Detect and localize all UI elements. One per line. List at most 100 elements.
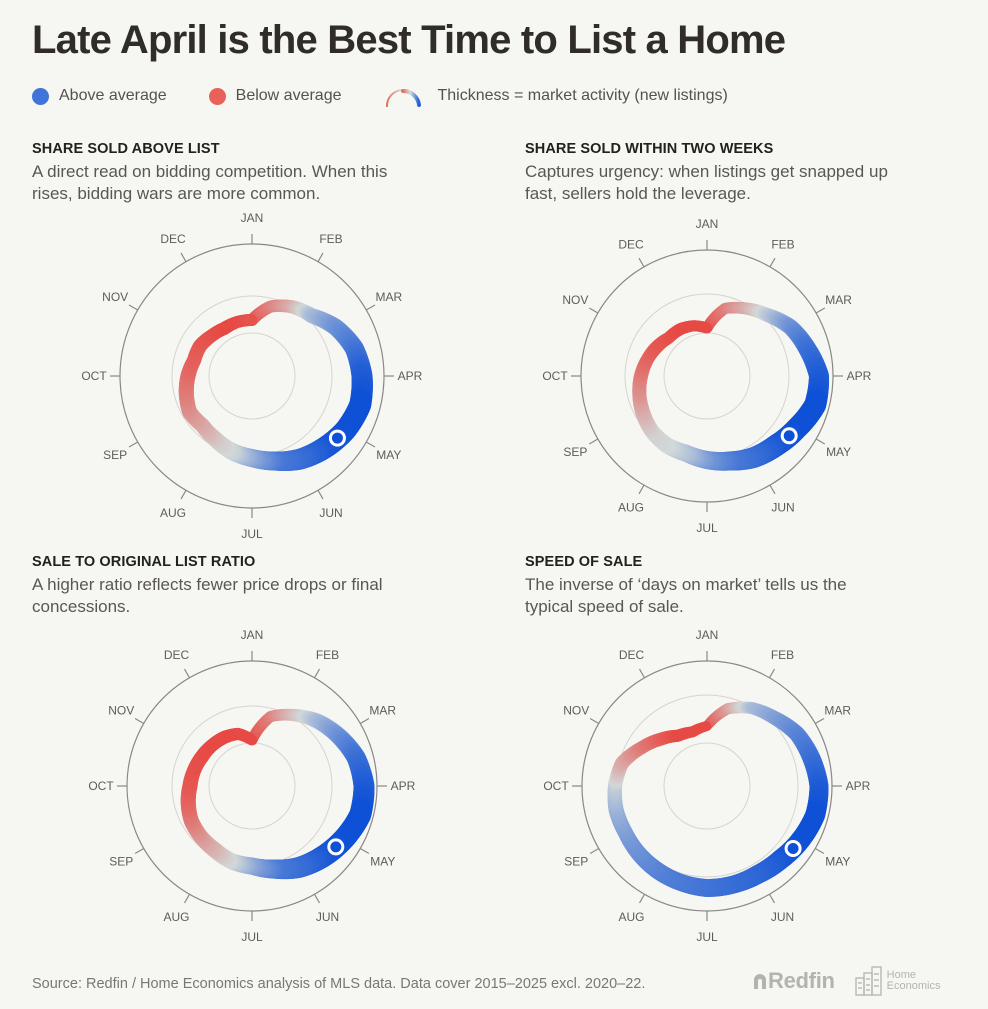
redfin-wordmark: Redfin xyxy=(768,968,835,993)
month-label: MAY xyxy=(376,448,401,462)
month-label: FEB xyxy=(316,648,339,662)
month-label: JUL xyxy=(696,521,718,535)
month-label: OCT xyxy=(542,369,568,383)
he-line1: Home xyxy=(886,969,916,981)
peak-marker-icon xyxy=(328,429,346,447)
description-line: typical speed of sale. xyxy=(525,597,684,616)
blue-dot-icon xyxy=(32,87,49,105)
panel-description: A direct read on bidding competition. Wh… xyxy=(32,161,472,205)
month-label: APR xyxy=(391,779,416,793)
month-label: NOV xyxy=(102,290,128,304)
legend-above: Above average xyxy=(32,87,167,105)
panel-sale-to-list-header: SALE TO ORIGINAL LIST RATIO A higher rat… xyxy=(32,554,472,618)
month-label: MAR xyxy=(375,290,402,304)
peak-marker-icon xyxy=(327,838,345,856)
month-label: NOV xyxy=(108,704,134,718)
series-path xyxy=(178,299,373,472)
redfin-logo: Redfin xyxy=(752,968,835,994)
month-label: DEC xyxy=(618,237,644,251)
peak-marker-icon xyxy=(784,840,802,858)
month-label: JAN xyxy=(696,217,719,231)
description-line: concessions. xyxy=(32,597,131,616)
description-line: Captures urgency: when listings get snap… xyxy=(525,162,888,181)
legend-above-label: Above average xyxy=(59,87,167,104)
month-label: MAY xyxy=(370,855,395,869)
month-label: MAR xyxy=(824,704,851,718)
month-label: NOV xyxy=(563,704,589,718)
month-label: MAR xyxy=(369,704,396,718)
month-label: FEB xyxy=(319,232,342,246)
description-line: The inverse of ‘days on market’ tells us… xyxy=(525,575,847,594)
month-label: MAR xyxy=(825,293,852,307)
panel-title: SHARE SOLD WITHIN TWO WEEKS xyxy=(525,141,774,157)
description-line: rises, bidding wars are more common. xyxy=(32,184,321,203)
panel-description: A higher ratio reflects fewer price drop… xyxy=(32,574,472,618)
panel-title: SHARE SOLD ABOVE LIST xyxy=(32,141,220,157)
month-label: APR xyxy=(398,369,423,383)
home-economics-logo: Home Economics xyxy=(854,966,941,996)
logos: Redfin Home Economics xyxy=(752,966,940,996)
peak-marker-icon xyxy=(780,427,798,445)
month-label: JUN xyxy=(771,501,794,515)
month-label: MAY xyxy=(825,855,850,869)
panel-description: The inverse of ‘days on market’ tells us… xyxy=(525,574,965,618)
month-label: DEC xyxy=(619,648,645,662)
panel-description: Captures urgency: when listings get snap… xyxy=(525,161,965,205)
month-label: JUL xyxy=(241,527,263,541)
series-path xyxy=(180,708,375,880)
description-line: fast, sellers hold the leverage. xyxy=(525,184,751,203)
month-label: JUN xyxy=(771,910,794,924)
redfin-mark-icon xyxy=(754,974,766,989)
legend: Above average Below average Thickness = … xyxy=(32,84,770,108)
month-label: JUL xyxy=(241,930,263,944)
source-note: Source: Redfin / Home Economics analysis… xyxy=(32,976,646,992)
description-line: A higher ratio reflects fewer price drop… xyxy=(32,575,383,594)
month-label: JAN xyxy=(241,628,264,642)
month-label: OCT xyxy=(543,779,569,793)
month-label: SEP xyxy=(563,445,587,459)
month-label: APR xyxy=(846,779,871,793)
panel-two-weeks-header: SHARE SOLD WITHIN TWO WEEKS Captures urg… xyxy=(525,141,965,205)
buildings-icon xyxy=(854,966,882,996)
month-label: SEP xyxy=(564,855,588,869)
month-label: APR xyxy=(847,369,872,383)
panel-share-above-list-header: SHARE SOLD ABOVE LIST A direct read on b… xyxy=(32,141,472,205)
page-title: Late April is the Best Time to List a Ho… xyxy=(32,18,786,62)
home-economics-wordmark: Home Economics xyxy=(887,970,941,992)
thickness-arc-icon xyxy=(386,88,422,108)
month-label: JUN xyxy=(319,506,342,520)
month-label: FEB xyxy=(771,237,794,251)
month-label: DEC xyxy=(164,648,190,662)
month-label: AUG xyxy=(160,506,186,520)
legend-thickness-label: Thickness = market activity (new listing… xyxy=(437,87,728,104)
legend-thickness: Thickness = market activity (new listing… xyxy=(383,83,728,109)
month-label: NOV xyxy=(562,293,588,307)
month-label: OCT xyxy=(81,369,107,383)
panel-title: SPEED OF SALE xyxy=(525,554,643,570)
panel-title: SALE TO ORIGINAL LIST RATIO xyxy=(32,554,256,570)
panel-speed-of-sale-header: SPEED OF SALE The inverse of ‘days on ma… xyxy=(525,554,965,618)
month-label: OCT xyxy=(88,779,114,793)
month-label: DEC xyxy=(160,232,186,246)
month-label: FEB xyxy=(771,648,794,662)
legend-below-label: Below average xyxy=(235,87,342,104)
description-line: A direct read on bidding competition. Wh… xyxy=(32,162,388,181)
month-label: AUG xyxy=(618,910,644,924)
legend-below: Below average xyxy=(208,87,342,105)
series-path xyxy=(607,701,829,897)
month-label: MAY xyxy=(826,445,851,459)
month-label: JUL xyxy=(696,930,718,944)
month-label: JUN xyxy=(316,910,339,924)
he-line2: Economics xyxy=(886,980,941,992)
month-label: JAN xyxy=(696,628,719,642)
red-dot-icon xyxy=(208,87,226,105)
month-label: AUG xyxy=(618,501,644,515)
month-label: SEP xyxy=(109,855,133,869)
month-label: SEP xyxy=(103,448,127,462)
month-label: AUG xyxy=(163,910,189,924)
month-label: JAN xyxy=(241,211,264,225)
